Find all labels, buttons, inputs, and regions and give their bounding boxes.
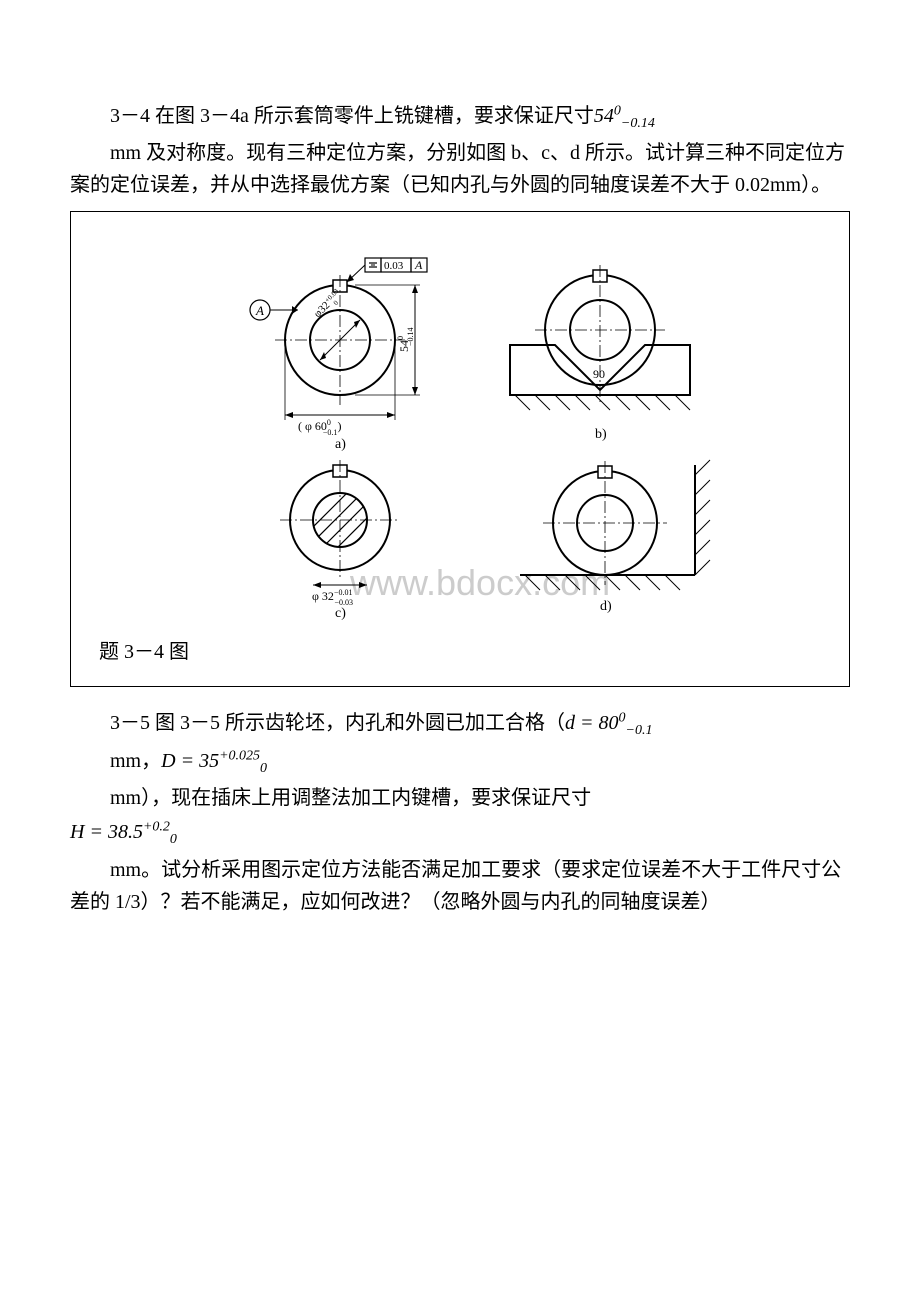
symm-ref-label: A bbox=[414, 258, 423, 272]
p35-text4: mm。试分析采用图示定位方法能否满足加工要求（要求定位误差不大于工件尺寸公差的 … bbox=[70, 859, 841, 913]
mandrel-dia-label: φ 32−0.01−0.03 bbox=[312, 588, 353, 607]
subfig-b: 90 b) bbox=[510, 265, 690, 442]
figure-3-4-box: www.bdocx.com 540−0.14 bbox=[70, 211, 850, 687]
p35-H-expr: H = 38.5+0.20 bbox=[70, 821, 177, 843]
watermark-text: www.bdocx.com bbox=[349, 562, 610, 603]
p34-dim54: 540−0.14 bbox=[594, 105, 655, 127]
p35-text1: 3－5 图 3－5 所示齿轮坯，内孔和外圆已加工合格（ bbox=[110, 712, 565, 734]
problem-34-para1: 3－4 在图 3－4a 所示套筒零件上铣键槽，要求保证尺寸540−0.14 bbox=[70, 100, 850, 135]
figure-3-4-image-area: www.bdocx.com 540−0.14 bbox=[79, 220, 841, 630]
problem-35-para1: 3－5 图 3－5 所示齿轮坯，内孔和外圆已加工合格（d = 800−0.1 bbox=[70, 707, 850, 742]
dim54-label: 540−0.14 bbox=[396, 328, 415, 353]
p35-text2-prefix: mm， bbox=[110, 750, 161, 772]
problem-35-para4: mm。试分析采用图示定位方法能否满足加工要求（要求定位误差不大于工件尺寸公差的 … bbox=[70, 854, 850, 918]
problem-35-para2: mm，D = 35+0.0250 bbox=[70, 745, 850, 780]
figure-3-4-caption: 题 3－4 图 bbox=[79, 630, 841, 678]
problem-34-para2: mm 及对称度。现有三种定位方案，分别如图 b、c、d 所示。试计算三种不同定位… bbox=[70, 137, 850, 201]
label-c: c) bbox=[335, 606, 346, 620]
datum-a-label: A bbox=[255, 303, 264, 318]
p35-text3: mm），现在插床上用调整法加工内键槽，要求保证尺寸 bbox=[110, 787, 591, 809]
subfig-a: 540−0.14 φ32+0.030 ( φ 600−0.1) A bbox=[250, 258, 427, 452]
label-a: a) bbox=[335, 437, 346, 452]
vee-angle-label: 90 bbox=[593, 367, 605, 381]
p34-text2: mm 及对称度。现有三种定位方案，分别如图 b、c、d 所示。试计算三种不同定位… bbox=[70, 142, 845, 196]
figure-3-4-svg: www.bdocx.com 540−0.14 bbox=[180, 230, 740, 620]
symm-tol-value: 0.03 bbox=[384, 260, 404, 272]
problem-35-para3: mm），现在插床上用调整法加工内键槽，要求保证尺寸 bbox=[70, 782, 850, 814]
p34-text1: 3－4 在图 3－4a 所示套筒零件上铣键槽，要求保证尺寸 bbox=[110, 105, 594, 127]
p35-d-expr: d = 800−0.1 bbox=[565, 712, 652, 734]
outer-dia-label: ( φ 600−0.1) bbox=[298, 418, 341, 437]
p35-D-expr: D = 35+0.0250 bbox=[161, 750, 267, 772]
label-b: b) bbox=[595, 427, 607, 442]
problem-35-H: H = 38.5+0.20 bbox=[70, 816, 850, 851]
label-d: d) bbox=[600, 599, 612, 614]
